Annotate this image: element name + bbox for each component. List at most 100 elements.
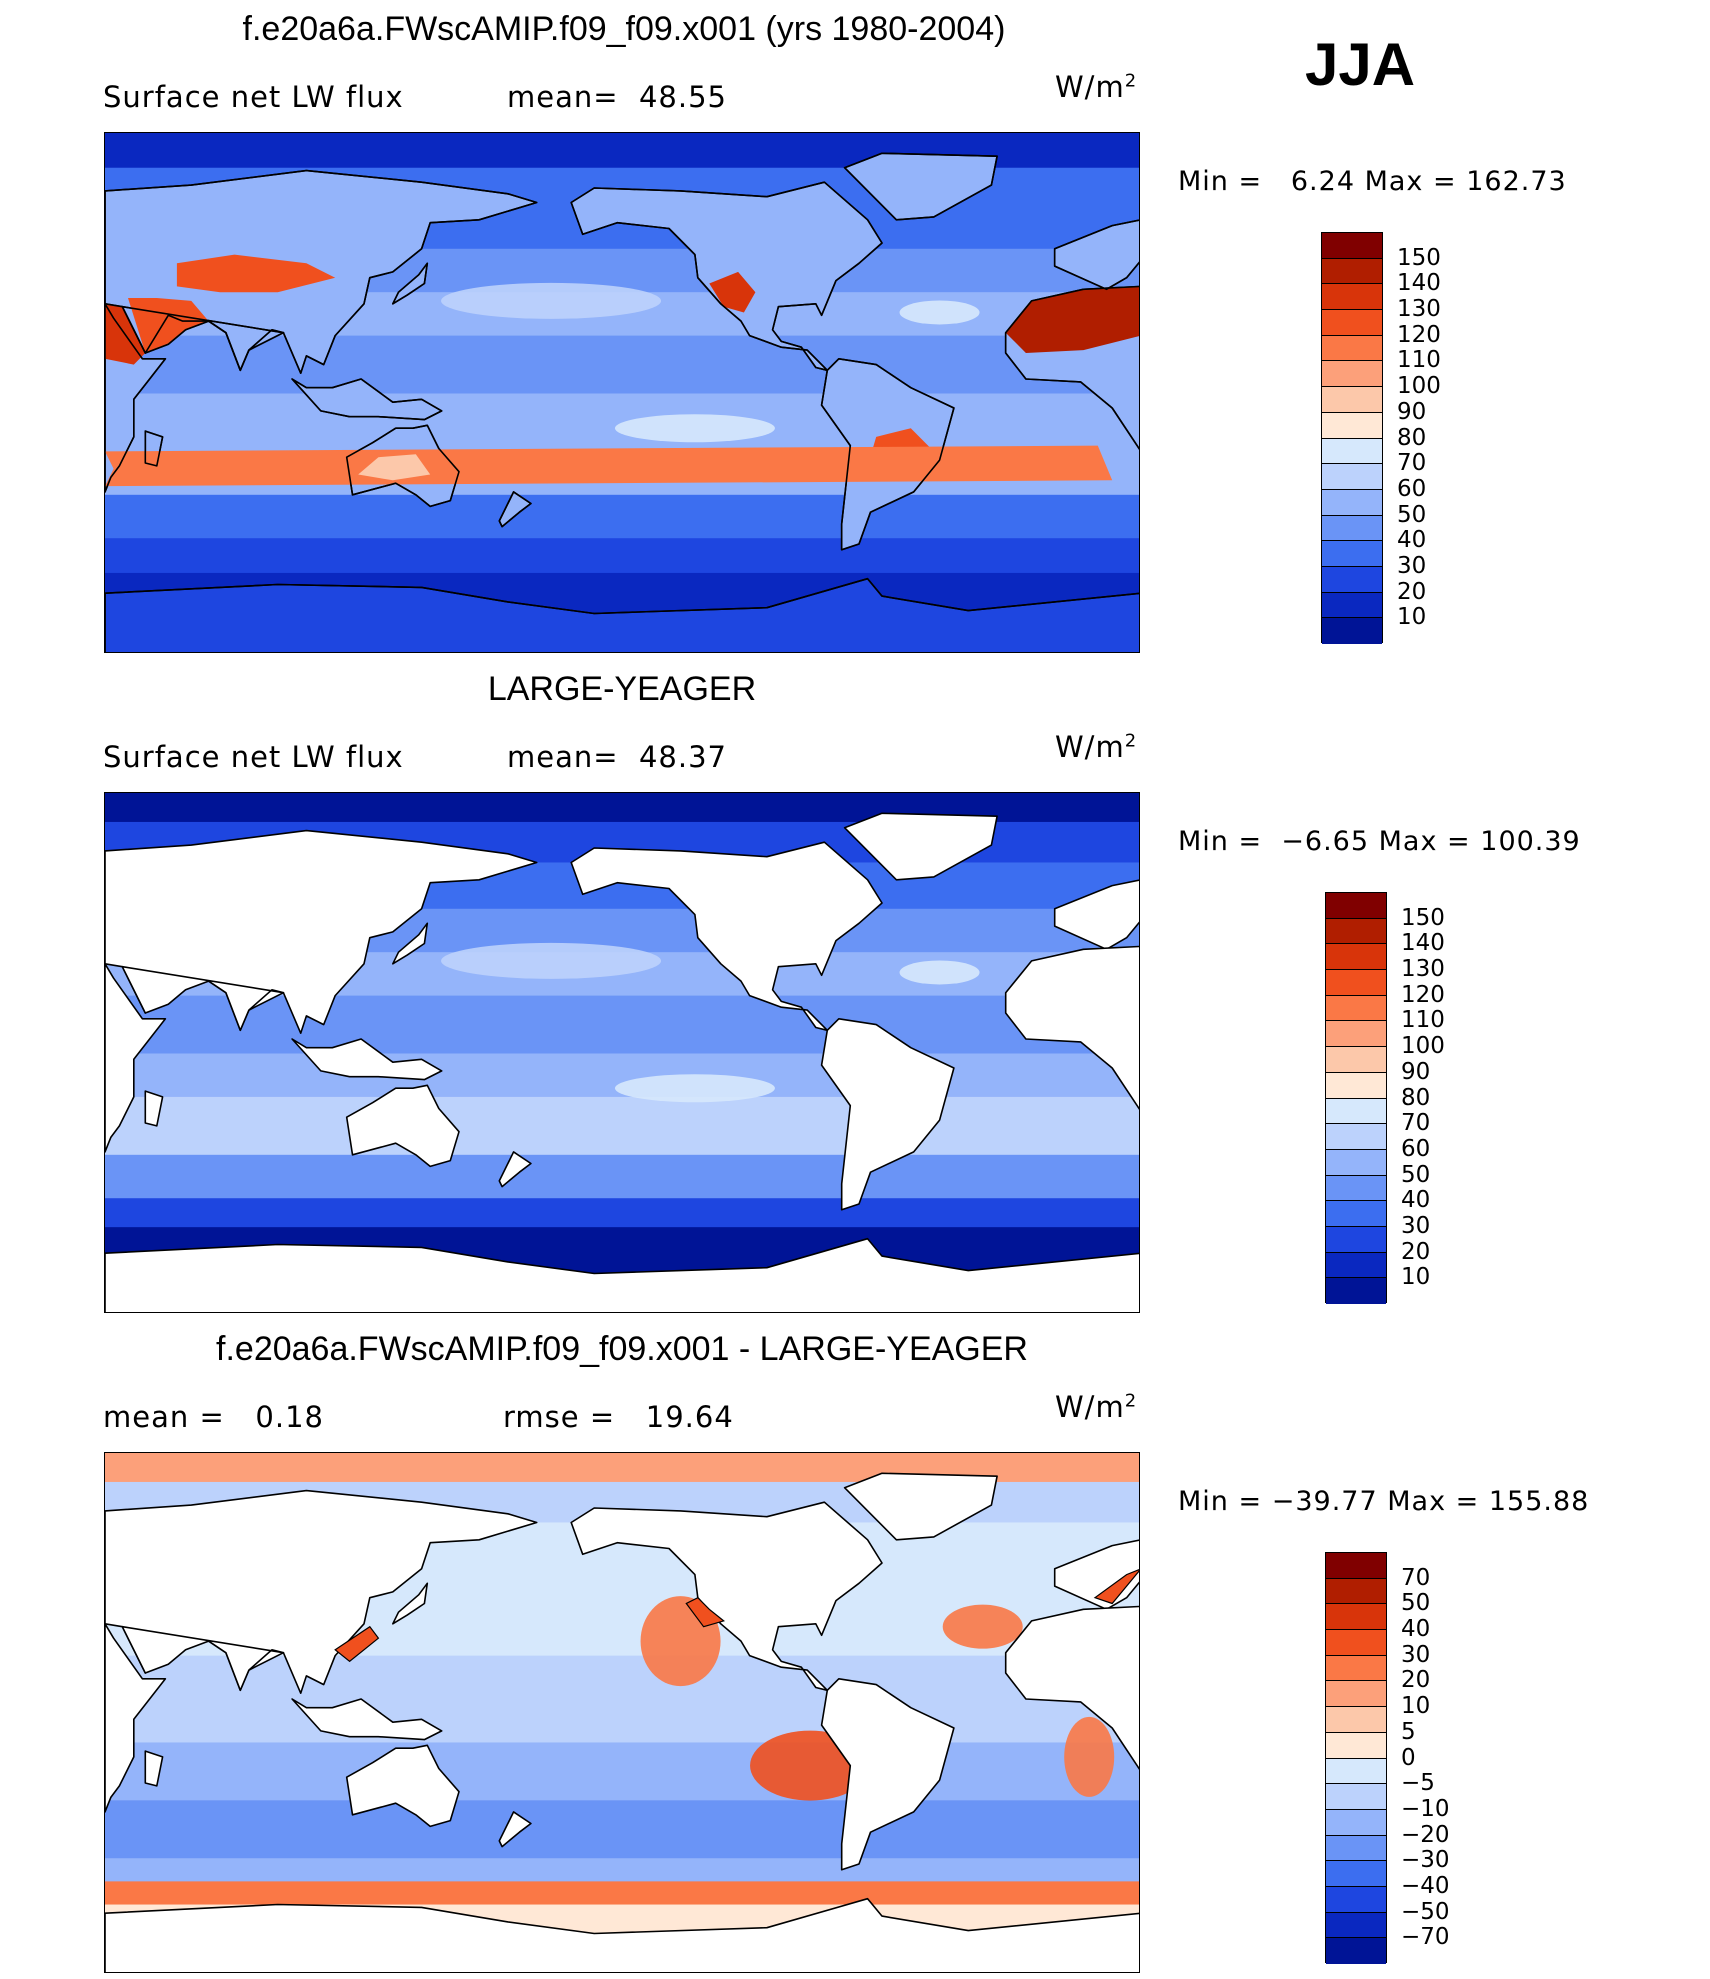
continent-africa [105, 1623, 167, 1813]
coastline [820, 358, 955, 551]
panel-1-minmax: Min = 6.24 Max = 162.73 [1178, 166, 1567, 197]
continent-n-america [570, 841, 883, 1032]
colorbar-swatch [1326, 918, 1386, 945]
colorbar-swatch [1322, 489, 1382, 516]
colorbar-swatch [1326, 1886, 1386, 1913]
ocean-band [105, 538, 1139, 574]
colorbar-swatch [1322, 464, 1382, 490]
ocean-band [105, 1154, 1139, 1199]
continent-australia [345, 1744, 460, 1828]
ocean-patch [899, 300, 980, 325]
continent-australia [345, 1084, 460, 1168]
coastline [843, 152, 998, 221]
colorbar-swatch [1326, 1784, 1386, 1810]
desert-region [176, 254, 336, 293]
colorbar-swatch [1326, 1938, 1386, 1964]
colorbar-swatch [1326, 1835, 1386, 1862]
continent-greenland [843, 1472, 998, 1541]
panel-1-variable-label: Surface net LW flux [103, 80, 404, 114]
panel-2-colorbar [1325, 892, 1387, 1304]
coastline [345, 424, 460, 508]
colorbar-tick-label: 20 [1401, 1667, 1431, 1694]
coastline [498, 491, 532, 528]
panel-2-map [104, 792, 1140, 1313]
colorbar-swatch [1326, 1252, 1386, 1279]
colorbar-swatch [1322, 233, 1382, 259]
colorbar-tick-label: 70 [1401, 1110, 1431, 1137]
colorbar-swatch [1326, 995, 1386, 1022]
ocean-band [105, 494, 1139, 539]
colorbar-swatch [1326, 970, 1386, 996]
colorbar-swatch [1322, 258, 1382, 285]
panel-3-map [104, 1452, 1140, 1973]
continent-madagascar [144, 1750, 164, 1787]
ocean-patch [441, 282, 662, 319]
continent-antarctica [105, 1897, 1139, 1972]
ocean-band [105, 1881, 1139, 1906]
ocean-patch [614, 414, 775, 443]
colorbar-tick-label: 30 [1401, 1212, 1431, 1239]
coastal-anomaly [1093, 1568, 1139, 1605]
continent-madagascar [144, 1090, 164, 1127]
panel-1-map [104, 132, 1140, 653]
colorbar-swatch [1326, 1758, 1386, 1785]
colorbar-tick-label: 120 [1401, 981, 1445, 1008]
colorbar-tick-label: 60 [1401, 1135, 1431, 1162]
colorbar-tick-label: 60 [1397, 475, 1427, 502]
continent-africa-west [1004, 1605, 1139, 1770]
colorbar-swatch [1326, 1707, 1386, 1733]
colorbar-tick-label: 40 [1397, 527, 1427, 554]
coastal-anomaly [334, 1625, 380, 1663]
colorbar-tick-label: 100 [1401, 1033, 1445, 1060]
panel-1-colorbar [1321, 232, 1383, 644]
coastline [105, 169, 538, 374]
desert-region [709, 271, 756, 313]
ocean-anomaly-patch [1064, 1716, 1115, 1797]
coastline [105, 303, 167, 493]
ocean-band [105, 995, 1139, 1054]
desert-region [1005, 286, 1139, 353]
colorbar-tick-label: −30 [1401, 1847, 1450, 1874]
colorbar-swatch [1322, 541, 1382, 567]
colorbar-tick-label: 80 [1397, 424, 1427, 451]
colorbar-swatch [1326, 1578, 1386, 1605]
continent-s-america [820, 1018, 955, 1211]
colorbar-tick-label: 10 [1401, 1693, 1431, 1720]
panel-3-title: f.e20a6a.FWscAMIP.f09_f09.x001 - LARGE-Y… [216, 1330, 1028, 1368]
panel-2-title: LARGE-YEAGER [487, 670, 757, 708]
colorbar-tick-label: 40 [1401, 1187, 1431, 1214]
colorbar-tick-label: 100 [1397, 373, 1441, 400]
continent-indonesia [291, 1698, 443, 1741]
colorbar-swatch [1322, 412, 1382, 439]
coastline [144, 430, 164, 467]
colorbar-swatch [1326, 1604, 1386, 1631]
colorbar-swatch [1326, 1021, 1386, 1048]
panel-3-mean-label: mean = 0.18 [103, 1400, 324, 1434]
panel-2-minmax: Min = −6.65 Max = 100.39 [1178, 826, 1581, 857]
ocean-patch [899, 960, 980, 985]
colorbar-swatch [1326, 1809, 1386, 1836]
colorbar-tick-label: 90 [1397, 398, 1427, 425]
colorbar-tick-label: 90 [1401, 1058, 1431, 1085]
ocean-patch [614, 1074, 775, 1103]
desert-region [358, 454, 431, 481]
ocean-anomaly-patch [942, 1604, 1023, 1649]
colorbar-tick-label: 110 [1397, 347, 1441, 374]
colorbar-swatch [1322, 438, 1382, 465]
colorbar-swatch [1326, 1149, 1386, 1176]
continent-n-america [570, 1501, 883, 1692]
panel-1-title: f.e20a6a.FWscAMIP.f09_f09.x001 (yrs 1980… [242, 10, 1006, 48]
colorbar-tick-label: 110 [1401, 1007, 1445, 1034]
colorbar-swatch [1322, 310, 1382, 336]
continent-indonesia [291, 1038, 443, 1081]
continent-antarctica [105, 1237, 1139, 1312]
continent-s-america [820, 1678, 955, 1871]
panel-2-variable-label: Surface net LW flux [103, 740, 404, 774]
colorbar-tick-label: 50 [1397, 501, 1427, 528]
colorbar-tick-label: 130 [1401, 956, 1445, 983]
colorbar-tick-label: 20 [1397, 578, 1427, 605]
ocean-band [105, 1198, 1139, 1228]
colorbar-swatch [1322, 361, 1382, 388]
coastline [105, 577, 1139, 652]
colorbar-tick-label: 130 [1397, 296, 1441, 323]
